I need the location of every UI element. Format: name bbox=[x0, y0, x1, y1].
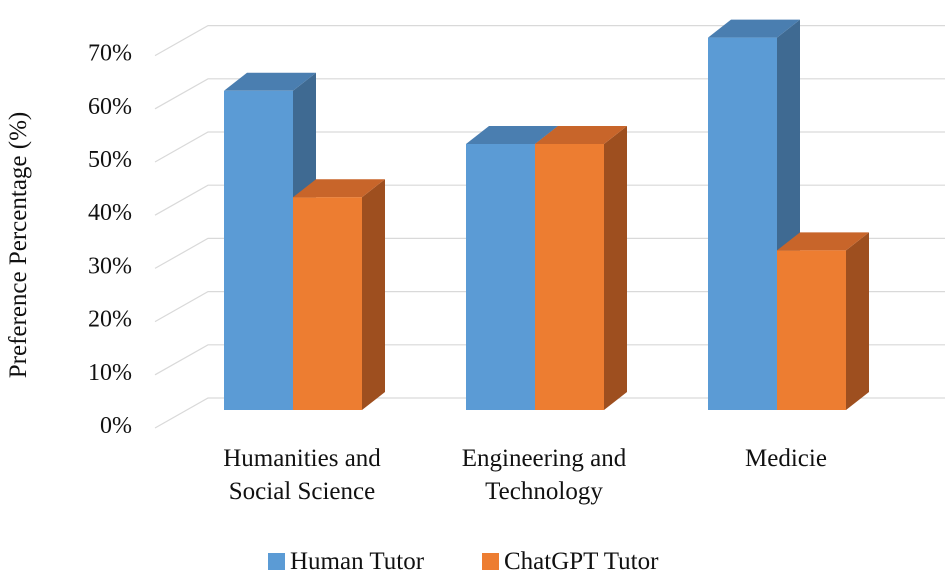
category-labels: Humanities and Social Science Engineering … bbox=[223, 445, 827, 505]
x-category-label-line: Humanities and bbox=[223, 445, 381, 472]
y-tick-label: 70% bbox=[88, 41, 132, 67]
bars bbox=[224, 19, 869, 411]
bar-top bbox=[466, 126, 558, 144]
bar-front bbox=[224, 90, 293, 411]
legend-label-human-tutor: Human Tutor bbox=[290, 548, 425, 575]
x-category-label: Engineering and Technology bbox=[462, 445, 627, 505]
legend: Human Tutor ChatGPT Tutor bbox=[268, 548, 659, 575]
bar-chatgpt-tutor-2 bbox=[777, 232, 869, 410]
y-tick-label: 0% bbox=[100, 413, 132, 439]
gridline bbox=[154, 291, 945, 323]
bar-chatgpt-tutor-1 bbox=[535, 126, 627, 410]
grid-lines bbox=[154, 25, 945, 429]
bar-side bbox=[362, 179, 385, 410]
y-axis-ticks: 0% 10% 20% 30% 40% 50% 60% 70% bbox=[88, 41, 132, 439]
y-tick-label: 60% bbox=[88, 94, 132, 120]
y-tick-label: 10% bbox=[88, 360, 132, 386]
bar-top bbox=[535, 126, 627, 144]
bar-top bbox=[224, 72, 316, 91]
x-category-label-line: Engineering and bbox=[462, 445, 627, 472]
x-category-label-line: Social Science bbox=[229, 478, 375, 505]
x-category-label: Medicie bbox=[745, 445, 827, 472]
bar-front bbox=[535, 144, 604, 410]
y-axis-title: Preference Percentage (%) bbox=[5, 112, 32, 379]
bar-human-tutor-0 bbox=[224, 72, 316, 411]
bar-chatgpt-tutor-0 bbox=[293, 179, 385, 410]
bar-human-tutor-2 bbox=[708, 19, 800, 410]
y-tick-label: 40% bbox=[88, 200, 132, 226]
gridline bbox=[154, 344, 945, 376]
legend-swatch-human-tutor bbox=[268, 553, 285, 570]
gridline bbox=[154, 184, 945, 216]
bar-front bbox=[466, 144, 535, 410]
bar-side bbox=[846, 232, 869, 410]
legend-label-chatgpt-tutor: ChatGPT Tutor bbox=[504, 548, 659, 575]
bar-front bbox=[777, 250, 846, 410]
bar-top bbox=[293, 179, 385, 198]
gridline bbox=[154, 237, 945, 269]
x-category-label: Humanities and Social Science bbox=[223, 445, 381, 505]
bar-top bbox=[777, 232, 869, 251]
y-tick-label: 20% bbox=[88, 307, 132, 333]
y-tick-label: 50% bbox=[88, 147, 132, 173]
bar-front bbox=[293, 197, 362, 410]
gridline bbox=[154, 25, 945, 57]
gridline bbox=[154, 78, 945, 110]
x-category-label-line: Medicie bbox=[745, 445, 827, 472]
legend-swatch-chatgpt-tutor bbox=[482, 553, 499, 570]
y-tick-label: 30% bbox=[88, 253, 132, 279]
gridline bbox=[154, 397, 945, 429]
bar-front bbox=[708, 37, 777, 410]
x-category-label-line: Technology bbox=[485, 478, 603, 505]
bar-side bbox=[604, 126, 627, 410]
gridline bbox=[154, 131, 945, 163]
bar-top bbox=[708, 19, 800, 38]
